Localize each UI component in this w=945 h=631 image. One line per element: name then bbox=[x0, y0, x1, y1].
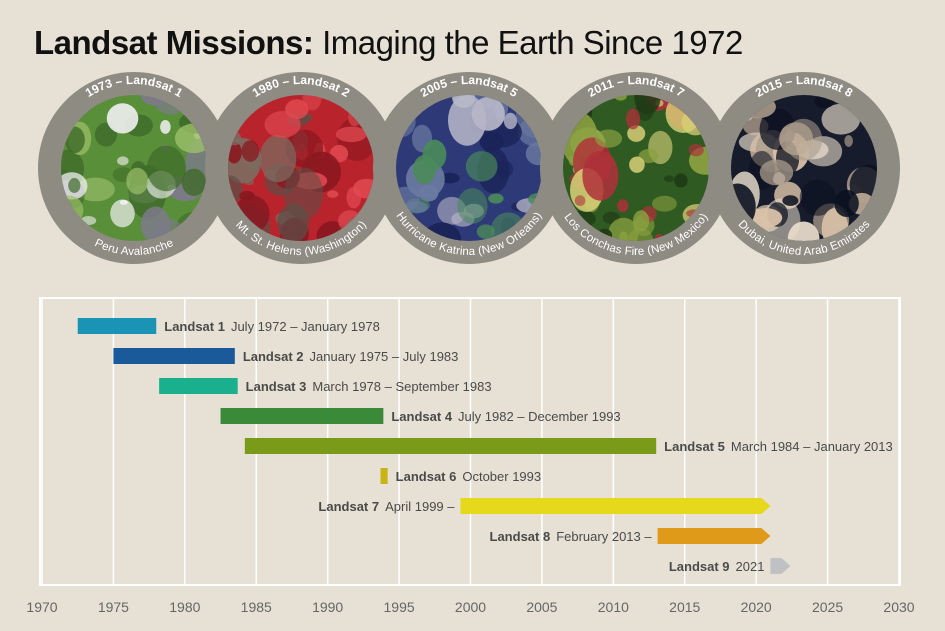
mission-bar-landsat-8 bbox=[657, 528, 771, 544]
x-tick-label: 2015 bbox=[669, 599, 700, 615]
x-tick-label: 1970 bbox=[26, 599, 57, 615]
mission-bar-landsat-3 bbox=[159, 378, 238, 394]
mission-name: Landsat 6 bbox=[396, 469, 457, 484]
x-tick-label: 2020 bbox=[741, 599, 772, 615]
mission-name: Landsat 5 bbox=[664, 439, 725, 454]
mission-dates: March 1978 – September 1983 bbox=[312, 379, 491, 394]
mission-dates: October 1993 bbox=[462, 469, 541, 484]
mission-dates: July 1982 – December 1993 bbox=[458, 409, 621, 424]
page-title: Landsat Missions: Imaging the Earth Sinc… bbox=[34, 24, 743, 62]
mission-dates: March 1984 – January 2013 bbox=[731, 439, 893, 454]
mission-label: Landsat 3 March 1978 – September 1983 bbox=[246, 379, 492, 394]
x-tick-label: 2025 bbox=[812, 599, 843, 615]
x-tick-label: 1980 bbox=[169, 599, 200, 615]
mission-name: Landsat 1 bbox=[164, 319, 225, 334]
mission-dates: April 1999 – bbox=[385, 499, 455, 514]
mission-name: Landsat 8 bbox=[490, 529, 551, 544]
mission-bar-landsat-5 bbox=[244, 438, 657, 454]
mission-name: Landsat 4 bbox=[391, 409, 452, 424]
mission-name: Landsat 9 bbox=[669, 559, 730, 574]
mission-dates: July 1972 – January 1978 bbox=[231, 319, 380, 334]
mission-bar-landsat-9 bbox=[770, 558, 791, 574]
x-tick-label: 1985 bbox=[241, 599, 272, 615]
mission-label: Landsat 5 March 1984 – January 2013 bbox=[664, 439, 893, 454]
mission-dates: January 1975 – July 1983 bbox=[310, 349, 459, 364]
mission-label: Landsat 7 April 1999 – bbox=[318, 499, 455, 514]
mission-dates: February 2013 – bbox=[556, 529, 652, 544]
mission-dates: 2021 bbox=[736, 559, 765, 574]
mission-label: Landsat 4 July 1982 – December 1993 bbox=[391, 409, 620, 424]
mission-bar-landsat-2 bbox=[113, 348, 235, 364]
mission-name: Landsat 2 bbox=[243, 349, 304, 364]
x-tick-label: 2010 bbox=[598, 599, 629, 615]
mission-label: Landsat 9 2021 bbox=[669, 559, 765, 574]
mission-bar-landsat-7 bbox=[460, 498, 771, 514]
x-tick-label: 2005 bbox=[526, 599, 557, 615]
mission-name: Landsat 7 bbox=[318, 499, 379, 514]
mission-name: Landsat 3 bbox=[246, 379, 307, 394]
x-tick-label: 1975 bbox=[98, 599, 129, 615]
mission-label: Landsat 2 January 1975 – July 1983 bbox=[243, 349, 459, 364]
satellite-image bbox=[731, 95, 877, 241]
mission-bar-landsat-1 bbox=[77, 318, 157, 334]
mission-label: Landsat 8 February 2013 – bbox=[490, 529, 653, 544]
title-bold: Landsat Missions: bbox=[34, 24, 314, 61]
mission-bar-landsat-4 bbox=[220, 408, 384, 424]
mission-label: Landsat 1 July 1972 – January 1978 bbox=[164, 319, 380, 334]
title-rest: Imaging the Earth Since 1972 bbox=[322, 24, 743, 61]
mission-label: Landsat 6 October 1993 bbox=[396, 469, 541, 484]
x-tick-label: 2030 bbox=[883, 599, 914, 615]
x-tick-label: 2000 bbox=[455, 599, 486, 615]
x-tick-label: 1990 bbox=[312, 599, 343, 615]
x-tick-label: 1995 bbox=[384, 599, 415, 615]
mission-bar-landsat-6 bbox=[380, 468, 388, 484]
